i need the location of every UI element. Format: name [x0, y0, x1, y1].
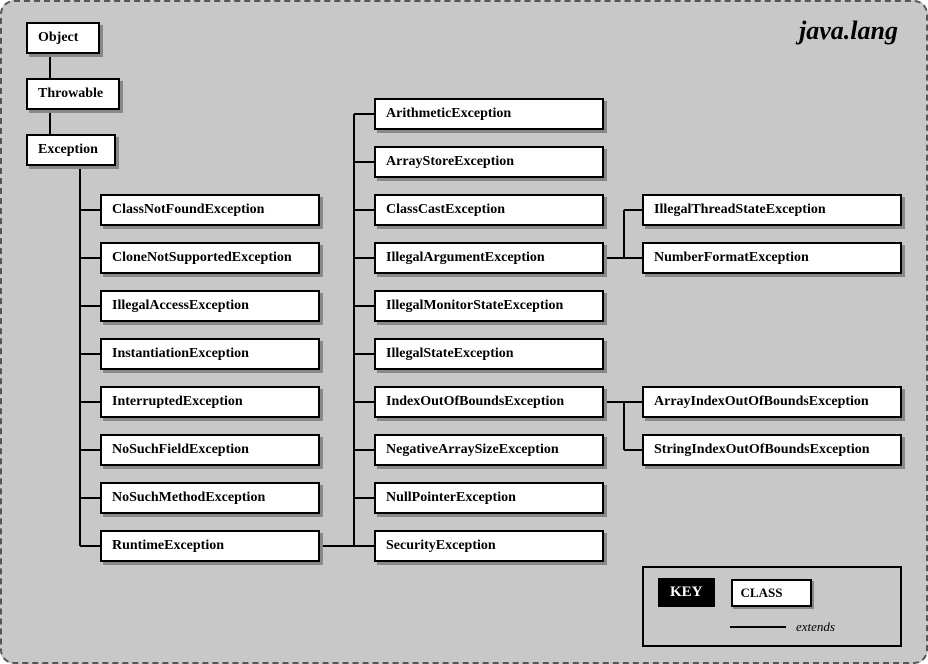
package-title: java.lang — [799, 16, 898, 46]
class-node-sioobe: StringIndexOutOfBoundsException — [642, 434, 902, 466]
class-node-inte: InterruptedException — [100, 386, 320, 418]
class-node-se: SecurityException — [374, 530, 604, 562]
class-node-exception: Exception — [26, 134, 116, 166]
legend-key-badge: KEY — [658, 578, 715, 607]
class-node-ae: ArithmeticException — [374, 98, 604, 130]
legend-box: KEY CLASS extends — [642, 566, 902, 647]
diagram-canvas: java.lang KEY CLASS extends Object Throwa… — [0, 0, 928, 664]
class-node-aioobe: ArrayIndexOutOfBoundsException — [642, 386, 902, 418]
legend-extends-label: extends — [796, 619, 835, 635]
class-node-nase: NegativeArraySizeException — [374, 434, 604, 466]
class-node-imse: IllegalMonitorStateException — [374, 290, 604, 322]
class-node-throwable: Throwable — [26, 78, 120, 110]
legend-extends-line — [730, 626, 786, 628]
class-node-rte: RuntimeException — [100, 530, 320, 562]
class-node-cnfe: ClassNotFoundException — [100, 194, 320, 226]
class-node-object: Object — [26, 22, 100, 54]
class-node-nsfe: NoSuchFieldException — [100, 434, 320, 466]
class-node-cnse: CloneNotSupportedException — [100, 242, 320, 274]
class-node-npe: NullPointerException — [374, 482, 604, 514]
legend-class-sample: CLASS — [731, 579, 813, 607]
class-node-nfe: NumberFormatException — [642, 242, 902, 274]
class-node-ie: InstantiationException — [100, 338, 320, 370]
class-node-nsme: NoSuchMethodException — [100, 482, 320, 514]
class-node-iae: IllegalAccessException — [100, 290, 320, 322]
class-node-itse: IllegalThreadStateException — [642, 194, 902, 226]
class-node-cce: ClassCastException — [374, 194, 604, 226]
class-node-iarge: IllegalArgumentException — [374, 242, 604, 274]
class-node-ise: IllegalStateException — [374, 338, 604, 370]
class-node-ase: ArrayStoreException — [374, 146, 604, 178]
class-node-ioobe: IndexOutOfBoundsException — [374, 386, 604, 418]
